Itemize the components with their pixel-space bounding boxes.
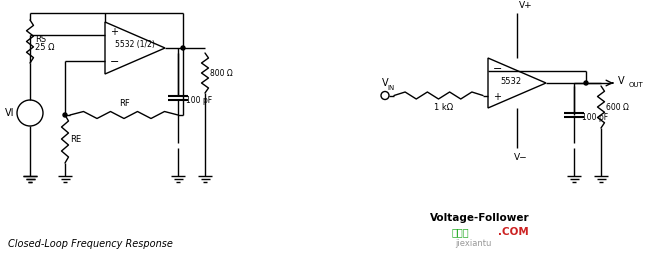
- Text: +: +: [110, 27, 118, 37]
- Text: OUT: OUT: [629, 82, 644, 88]
- Text: IN: IN: [387, 85, 394, 91]
- Text: V: V: [618, 76, 625, 86]
- Text: 5532: 5532: [500, 77, 521, 85]
- Text: 100 pF: 100 pF: [186, 96, 212, 105]
- Text: −: −: [110, 57, 120, 67]
- Text: V+: V+: [519, 1, 532, 10]
- Circle shape: [584, 81, 588, 85]
- Text: V−: V−: [514, 153, 528, 162]
- Text: RF: RF: [119, 99, 129, 108]
- Text: 600 Ω: 600 Ω: [606, 102, 629, 111]
- Text: RS: RS: [35, 35, 46, 44]
- Text: 5532 (1/2): 5532 (1/2): [115, 39, 155, 49]
- Text: V: V: [382, 78, 389, 88]
- Text: Closed-Loop Frequency Response: Closed-Loop Frequency Response: [8, 239, 173, 249]
- Text: 100 pF: 100 pF: [582, 114, 608, 123]
- Circle shape: [63, 113, 67, 117]
- Text: jiexiantu: jiexiantu: [455, 239, 492, 248]
- Text: Voltage-Follower: Voltage-Follower: [430, 213, 530, 223]
- Text: VI: VI: [5, 108, 14, 118]
- Text: 1 kΩ: 1 kΩ: [434, 103, 453, 112]
- Text: 25 Ω: 25 Ω: [35, 43, 54, 52]
- Text: +: +: [493, 92, 501, 102]
- Text: RE: RE: [70, 134, 81, 143]
- Circle shape: [181, 46, 185, 50]
- Text: .COM: .COM: [498, 227, 528, 237]
- Text: 800 Ω: 800 Ω: [210, 69, 233, 77]
- Text: 接线图: 接线图: [452, 227, 470, 237]
- Text: −: −: [493, 64, 503, 74]
